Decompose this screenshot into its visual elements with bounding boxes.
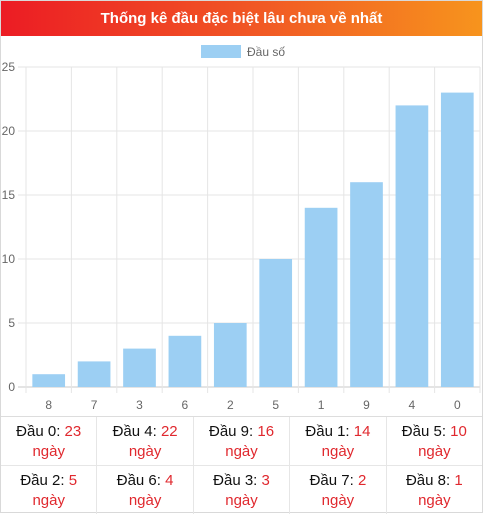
x-tick-label: 7 [91, 398, 98, 412]
x-tick-label: 3 [136, 398, 143, 412]
stats-table: Đầu 0: 23 ngày Đầu 4: 22 ngày Đầu 9: 16 ngà… [1, 416, 482, 514]
y-tick-label: 25 [2, 60, 16, 74]
x-tick-label: 2 [227, 398, 234, 412]
y-tick-label: 15 [2, 188, 16, 202]
bar-0 [440, 92, 474, 387]
stat-cell: Đầu 6: 4 ngày [96, 466, 192, 514]
bar-7 [77, 361, 111, 387]
bar-8 [32, 374, 66, 387]
x-tick-label: 9 [363, 398, 370, 412]
stat-cell: Đầu 0: 23 ngày [16, 423, 82, 460]
x-tick-label: 4 [409, 398, 416, 412]
chart-area: 0 5 10 15 20 25 8 7 3 6 2 5 1 9 4 0 Đầu số [1, 36, 482, 416]
stat-cell: Đầu 5: 10 ngày [385, 417, 482, 465]
legend-label: Đầu số [247, 45, 285, 59]
chart-title: Thống kê đầu đặc biệt lâu chưa về nhất [100, 10, 383, 27]
stat-cell: Đầu 9: 16 ngày [192, 417, 289, 465]
card-header: Thống kê đầu đặc biệt lâu chưa về nhất [1, 1, 482, 36]
bar-5 [259, 259, 293, 387]
stat-cell: Đầu 8: 1 ngày [385, 466, 482, 514]
stats-row-2: Đầu 2: 5 ngày Đầu 6: 4 ngày Đầu 3: 3 ngày Đ… [1, 465, 482, 514]
x-tick-label: 5 [272, 398, 279, 412]
stat-cell: Đầu 3: 3 ngày [192, 466, 289, 514]
x-tick-label: 6 [182, 398, 189, 412]
stat-cell: Đầu 4: 22 ngày [96, 417, 192, 465]
bar-2 [213, 323, 247, 387]
stat-cell: Đầu 2: 5 ngày [20, 472, 78, 509]
bar-3 [123, 348, 156, 387]
y-tick-label: 10 [2, 252, 16, 266]
stats-row-1: Đầu 0: 23 ngày Đầu 4: 22 ngày Đầu 9: 16 ngà… [1, 417, 482, 465]
bar-6 [168, 335, 202, 387]
x-tick-label: 1 [318, 398, 325, 412]
legend-swatch [201, 45, 241, 58]
x-tick-label: 0 [454, 398, 461, 412]
y-tick-label: 0 [8, 380, 15, 394]
stat-cell: Đầu 1: 14 ngày [289, 417, 385, 465]
bar-4 [395, 105, 429, 388]
x-tick-label: 8 [45, 398, 52, 412]
bar-1 [304, 207, 338, 387]
y-tick-label: 5 [8, 316, 15, 330]
y-tick-label: 20 [2, 124, 16, 138]
bar-9 [350, 182, 383, 387]
stat-cell: Đầu 7: 2 ngày [289, 466, 385, 514]
